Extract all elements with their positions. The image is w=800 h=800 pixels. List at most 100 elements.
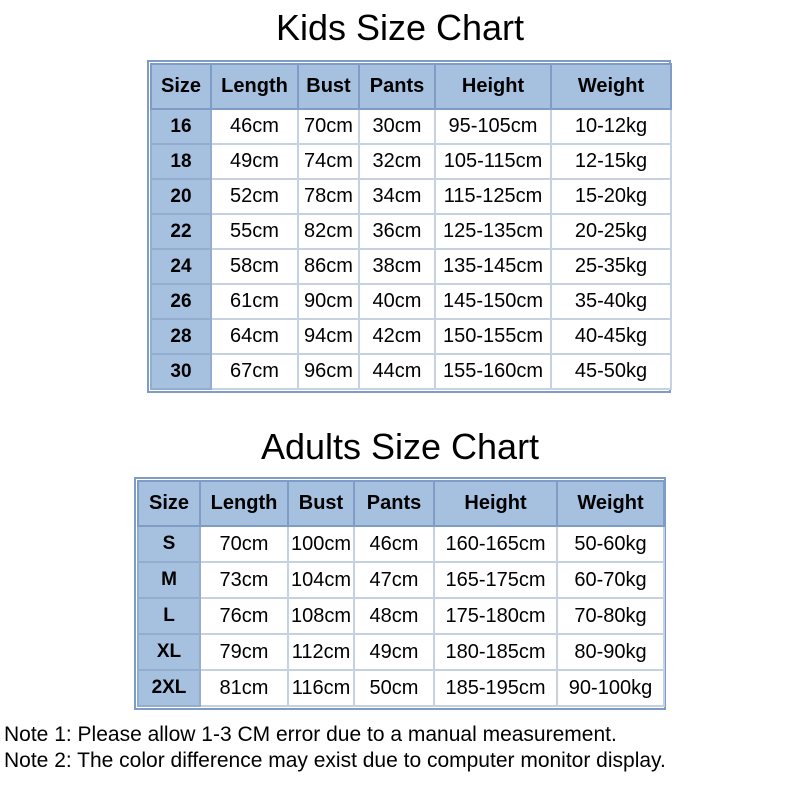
value-cell: 64cm <box>210 318 299 355</box>
value-cell: 100cm <box>287 525 355 563</box>
value-cell: 108cm <box>287 597 355 635</box>
size-cell: M <box>137 561 201 599</box>
value-cell: 95-105cm <box>434 108 552 145</box>
size-cell: XL <box>137 633 201 671</box>
size-cell: L <box>137 597 201 635</box>
value-cell: 79cm <box>199 633 289 671</box>
table-row: M 73cm 104cm 47cm 165-175cm 60-70kg <box>137 561 665 599</box>
kids-size-table: Size Length Bust Pants Height Weight 16 46cm 70c… <box>150 63 672 390</box>
size-cell: 24 <box>150 248 212 285</box>
value-cell: 42cm <box>358 318 436 355</box>
value-cell: 38cm <box>358 248 436 285</box>
value-cell: 30cm <box>358 108 436 145</box>
table-row: L 76cm 108cm 48cm 175-180cm 70-80kg <box>137 597 665 635</box>
value-cell: 20-25kg <box>550 213 672 250</box>
value-cell: 70cm <box>297 108 360 145</box>
value-cell: 90-100kg <box>556 669 665 707</box>
value-cell: 76cm <box>199 597 289 635</box>
adults-chart-title: Adults Size Chart <box>260 426 540 467</box>
size-cell: S <box>137 525 201 563</box>
value-cell: 50-60kg <box>556 525 665 563</box>
value-cell: 15-20kg <box>550 178 672 215</box>
value-cell: 46cm <box>210 108 299 145</box>
value-cell: 70cm <box>199 525 289 563</box>
column-header-pants: Pants <box>358 63 436 110</box>
column-header-height: Height <box>433 480 558 527</box>
size-cell: 18 <box>150 143 212 180</box>
table-row: 20 52cm 78cm 34cm 115-125cm 15-20kg <box>150 178 672 215</box>
page: Kids Size Chart Size Length Bust Pants Heigh… <box>0 6 800 774</box>
size-cell: 28 <box>150 318 212 355</box>
value-cell: 55cm <box>210 213 299 250</box>
note-1: Note 1: Please allow 1-3 CM error due to… <box>4 723 617 746</box>
value-cell: 40-45kg <box>550 318 672 355</box>
value-cell: 50cm <box>353 669 435 707</box>
value-cell: 48cm <box>353 597 435 635</box>
table-row: 28 64cm 94cm 42cm 150-155cm 40-45kg <box>150 318 672 355</box>
value-cell: 40cm <box>358 283 436 320</box>
value-cell: 112cm <box>287 633 355 671</box>
value-cell: 10-12kg <box>550 108 672 145</box>
value-cell: 104cm <box>287 561 355 599</box>
value-cell: 116cm <box>287 669 355 707</box>
table-row: 2XL 81cm 116cm 50cm 185-195cm 90-100kg <box>137 669 665 707</box>
value-cell: 60-70kg <box>556 561 665 599</box>
table-row: 22 55cm 82cm 36cm 125-135cm 20-25kg <box>150 213 672 250</box>
value-cell: 145-150cm <box>434 283 552 320</box>
value-cell: 25-35kg <box>550 248 672 285</box>
value-cell: 32cm <box>358 143 436 180</box>
column-header-bust: Bust <box>297 63 360 110</box>
value-cell: 81cm <box>199 669 289 707</box>
value-cell: 82cm <box>297 213 360 250</box>
header-row: Size Length Bust Pants Height Weight <box>150 63 672 110</box>
column-header-weight: Weight <box>556 480 665 527</box>
value-cell: 12-15kg <box>550 143 672 180</box>
notes: Note 1: Please allow 1-3 CM error due to… <box>4 722 800 774</box>
value-cell: 180-185cm <box>433 633 558 671</box>
column-header-height: Height <box>434 63 552 110</box>
size-cell: 16 <box>150 108 212 145</box>
column-header-size: Size <box>137 480 201 527</box>
value-cell: 86cm <box>297 248 360 285</box>
value-cell: 46cm <box>353 525 435 563</box>
value-cell: 45-50kg <box>550 353 672 390</box>
table-row: 16 46cm 70cm 30cm 95-105cm 10-12kg <box>150 108 672 145</box>
size-cell: 20 <box>150 178 212 215</box>
value-cell: 105-115cm <box>434 143 552 180</box>
value-cell: 94cm <box>297 318 360 355</box>
column-header-bust: Bust <box>287 480 355 527</box>
column-header-length: Length <box>199 480 289 527</box>
value-cell: 74cm <box>297 143 360 180</box>
note-2: Note 2: The color difference may exist d… <box>4 749 666 772</box>
value-cell: 61cm <box>210 283 299 320</box>
value-cell: 36cm <box>358 213 436 250</box>
value-cell: 78cm <box>297 178 360 215</box>
value-cell: 44cm <box>358 353 436 390</box>
value-cell: 49cm <box>353 633 435 671</box>
value-cell: 115-125cm <box>434 178 552 215</box>
table-row: XL 79cm 112cm 49cm 180-185cm 80-90kg <box>137 633 665 671</box>
value-cell: 52cm <box>210 178 299 215</box>
value-cell: 47cm <box>353 561 435 599</box>
value-cell: 96cm <box>297 353 360 390</box>
value-cell: 125-135cm <box>434 213 552 250</box>
value-cell: 165-175cm <box>433 561 558 599</box>
value-cell: 155-160cm <box>434 353 552 390</box>
table-row: 18 49cm 74cm 32cm 105-115cm 12-15kg <box>150 143 672 180</box>
column-header-length: Length <box>210 63 299 110</box>
size-cell: 30 <box>150 353 212 390</box>
kids-chart-title: Kids Size Chart <box>275 7 525 48</box>
column-header-weight: Weight <box>550 63 672 110</box>
kids-size-table-frame: Size Length Bust Pants Height Weight 16 46cm 70c… <box>147 60 672 393</box>
value-cell: 80-90kg <box>556 633 665 671</box>
table-row: S 70cm 100cm 46cm 160-165cm 50-60kg <box>137 525 665 563</box>
value-cell: 49cm <box>210 143 299 180</box>
value-cell: 70-80kg <box>556 597 665 635</box>
value-cell: 185-195cm <box>433 669 558 707</box>
adults-size-table-frame: Size Length Bust Pants Height Weight S 70cm 100c… <box>134 477 666 710</box>
column-header-pants: Pants <box>353 480 435 527</box>
value-cell: 135-145cm <box>434 248 552 285</box>
header-row: Size Length Bust Pants Height Weight <box>137 480 665 527</box>
adults-size-table: Size Length Bust Pants Height Weight S 70cm 100c… <box>137 480 665 707</box>
value-cell: 90cm <box>297 283 360 320</box>
